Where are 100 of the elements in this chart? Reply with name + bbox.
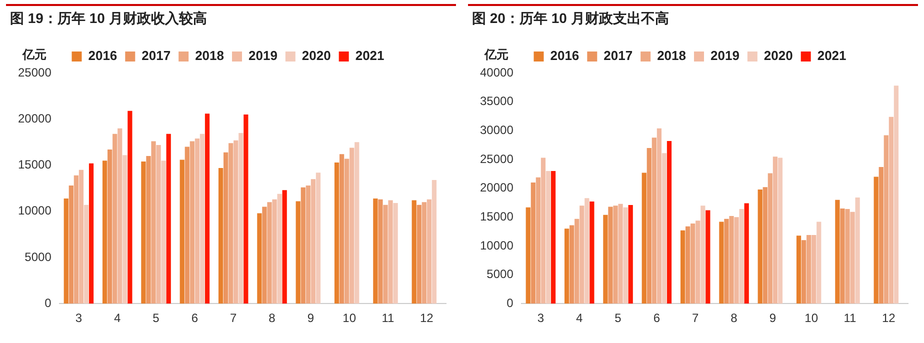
bar [570, 225, 574, 304]
x-tick-label: 9 [307, 311, 314, 326]
legend-label: 2016 [550, 48, 580, 64]
bar [426, 199, 432, 304]
bar [204, 114, 210, 304]
bar [112, 134, 118, 304]
bar [373, 198, 378, 304]
x-tick-label: 10 [804, 311, 818, 326]
legend-label: 2020 [764, 48, 793, 64]
x-tick-label: 3 [537, 311, 544, 326]
bar [122, 155, 128, 304]
bar [200, 134, 205, 304]
bar [806, 234, 812, 304]
y-tick-label: 5000 [24, 250, 52, 264]
x-tick-label: 11 [844, 311, 857, 326]
legend-label: 2017 [142, 48, 171, 64]
x-tick-label: 8 [268, 311, 276, 326]
y-tick-label: 20000 [480, 180, 514, 195]
bar [354, 142, 360, 304]
bar [729, 216, 734, 304]
bar [894, 86, 899, 304]
bar [156, 144, 161, 304]
x-tick-label: 12 [420, 311, 434, 326]
x-tick-label: 9 [769, 311, 776, 326]
bar [652, 138, 656, 304]
bar [628, 205, 633, 304]
bar [574, 218, 580, 304]
legend-label: 2019 [710, 48, 740, 64]
bar [690, 223, 696, 304]
bar [412, 200, 416, 304]
y-tick-label: 15000 [480, 209, 514, 224]
bar [180, 160, 184, 304]
bar [835, 200, 840, 304]
x-tick-label: 5 [614, 311, 622, 326]
bar [642, 172, 646, 304]
bar [218, 168, 224, 304]
bar [816, 222, 822, 304]
bar [257, 213, 262, 304]
legend-label: 2021 [355, 48, 384, 64]
bar [238, 132, 244, 304]
bar [618, 204, 623, 304]
y-axis-title: 亿元 [484, 47, 509, 62]
y-tick-label: 0 [44, 296, 52, 310]
bar [613, 206, 618, 304]
bar [383, 204, 388, 304]
bar [224, 152, 228, 304]
bar [68, 186, 74, 304]
bar [88, 163, 94, 304]
bar [874, 176, 878, 304]
bar [706, 210, 710, 304]
bar [432, 180, 437, 304]
bar [646, 148, 652, 304]
x-tick-label: 10 [342, 311, 356, 326]
bar [310, 179, 316, 304]
bar [744, 203, 749, 304]
bar [416, 204, 422, 304]
bar [758, 189, 762, 304]
bar [184, 146, 190, 304]
bar [564, 228, 570, 304]
bar [623, 207, 628, 304]
bar [422, 202, 426, 304]
bar [686, 226, 690, 304]
bar [228, 143, 234, 304]
legend-label: 2017 [604, 48, 633, 64]
bar [334, 162, 340, 304]
bar [393, 203, 398, 304]
bar [772, 156, 778, 304]
bar [840, 208, 845, 304]
legend-label: 2018 [195, 48, 224, 64]
legend-label: 2018 [657, 48, 686, 64]
bar [536, 177, 540, 304]
bar [888, 116, 894, 304]
y-tick-label: 10000 [18, 204, 52, 218]
bar [700, 206, 706, 304]
bar [590, 202, 594, 304]
bar [161, 160, 166, 304]
bar [850, 212, 855, 304]
bar [234, 140, 238, 304]
bar [546, 171, 551, 304]
bar [696, 220, 700, 304]
bar [84, 204, 89, 304]
bar [74, 175, 78, 304]
bar [734, 217, 739, 304]
bar [350, 148, 354, 304]
bar [64, 198, 68, 304]
chart-title: 图 19：历年 10 月财政收入较高 [6, 4, 456, 34]
bar [282, 190, 287, 304]
bar [339, 154, 344, 304]
legend-label: 2016 [88, 48, 118, 64]
bar [580, 206, 584, 304]
bar [778, 158, 783, 304]
bar [584, 198, 590, 304]
x-tick-label: 11 [382, 311, 395, 326]
y-tick-label: 5000 [486, 267, 514, 282]
y-tick-label: 20000 [18, 111, 52, 126]
bar [768, 173, 772, 304]
bar [151, 141, 156, 304]
bar [296, 201, 300, 304]
x-tick-label: 7 [692, 311, 700, 326]
x-tick-label: 6 [653, 311, 660, 326]
